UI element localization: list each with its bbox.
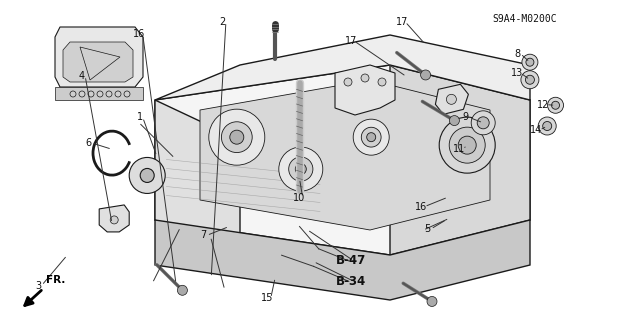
Circle shape xyxy=(79,91,85,97)
Text: FR.: FR. xyxy=(46,276,66,286)
Circle shape xyxy=(344,78,352,86)
Circle shape xyxy=(361,74,369,82)
Circle shape xyxy=(110,216,118,224)
Polygon shape xyxy=(390,65,530,255)
Text: 3: 3 xyxy=(35,280,42,291)
Circle shape xyxy=(525,75,534,84)
Circle shape xyxy=(477,117,489,129)
Circle shape xyxy=(70,91,76,97)
Circle shape xyxy=(526,58,534,66)
Circle shape xyxy=(106,91,112,97)
Text: 16: 16 xyxy=(133,29,146,40)
Polygon shape xyxy=(55,27,143,87)
Circle shape xyxy=(449,127,485,163)
Circle shape xyxy=(543,122,552,130)
Circle shape xyxy=(458,136,476,154)
Polygon shape xyxy=(55,87,143,100)
Circle shape xyxy=(538,117,556,135)
Circle shape xyxy=(115,91,121,97)
Text: 13: 13 xyxy=(511,68,524,78)
Text: 9: 9 xyxy=(463,112,469,122)
Polygon shape xyxy=(200,80,490,230)
Text: 11: 11 xyxy=(453,144,466,154)
Text: 16: 16 xyxy=(415,202,428,212)
Text: 2: 2 xyxy=(220,17,226,27)
Polygon shape xyxy=(63,42,133,82)
Text: 5: 5 xyxy=(424,224,431,234)
Circle shape xyxy=(552,101,559,109)
Circle shape xyxy=(140,168,154,182)
Circle shape xyxy=(420,70,431,80)
Text: 6: 6 xyxy=(85,138,92,148)
Circle shape xyxy=(548,97,564,113)
Text: 1: 1 xyxy=(136,112,143,122)
Polygon shape xyxy=(155,100,240,260)
Text: 17: 17 xyxy=(344,36,357,46)
Circle shape xyxy=(353,119,389,155)
Text: 4: 4 xyxy=(79,71,85,81)
Circle shape xyxy=(362,127,381,147)
Circle shape xyxy=(177,285,188,295)
Polygon shape xyxy=(435,84,468,114)
Circle shape xyxy=(447,94,456,104)
Circle shape xyxy=(295,164,307,174)
Polygon shape xyxy=(155,220,530,300)
Circle shape xyxy=(449,115,460,126)
Circle shape xyxy=(427,296,437,307)
Circle shape xyxy=(124,91,130,97)
Circle shape xyxy=(378,78,386,86)
Polygon shape xyxy=(155,35,530,100)
Text: 7: 7 xyxy=(200,230,207,241)
Text: 8: 8 xyxy=(514,48,520,59)
Circle shape xyxy=(88,91,94,97)
Text: 14: 14 xyxy=(530,125,543,135)
Circle shape xyxy=(367,133,376,142)
Circle shape xyxy=(97,91,103,97)
Text: S9A4-M0200C: S9A4-M0200C xyxy=(493,13,557,24)
Circle shape xyxy=(230,130,244,144)
Circle shape xyxy=(522,54,538,70)
Circle shape xyxy=(521,71,539,89)
Text: 17: 17 xyxy=(396,17,408,27)
Circle shape xyxy=(221,122,252,152)
Polygon shape xyxy=(155,65,530,255)
Circle shape xyxy=(129,158,165,193)
Text: B-47: B-47 xyxy=(335,255,366,267)
Text: 15: 15 xyxy=(261,293,274,303)
Polygon shape xyxy=(335,65,395,115)
Circle shape xyxy=(209,109,265,165)
Circle shape xyxy=(439,117,495,173)
Text: 12: 12 xyxy=(536,100,549,110)
Circle shape xyxy=(289,157,313,181)
Text: B-34: B-34 xyxy=(335,275,366,288)
Circle shape xyxy=(471,111,495,135)
Polygon shape xyxy=(99,205,129,232)
Circle shape xyxy=(279,147,323,191)
Text: 10: 10 xyxy=(293,193,306,203)
